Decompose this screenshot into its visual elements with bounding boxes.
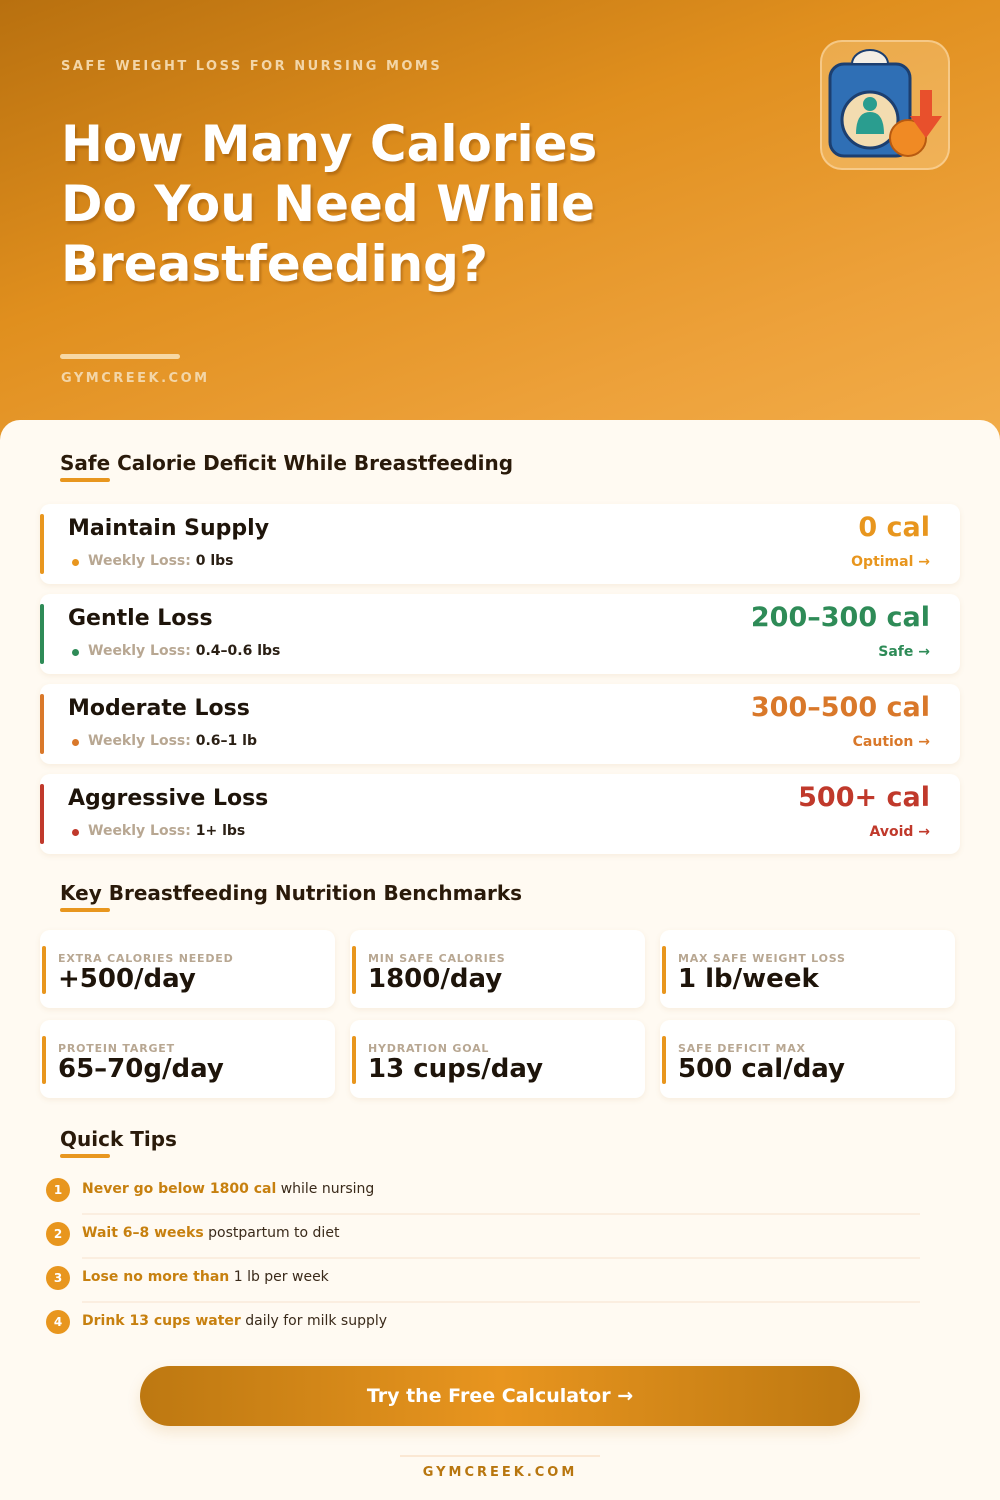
- site-name: GYMCREEK.COM: [61, 371, 210, 386]
- tip-item: 1 Never go below 1800 cal while nursing: [46, 1170, 920, 1215]
- accent-bar: [352, 1036, 356, 1084]
- benchmark-card: EXTRA CALORIES NEEDED +500/day: [40, 930, 335, 1008]
- accent-bar: [662, 946, 666, 994]
- hero-banner: SAFE WEIGHT LOSS FOR NURSING MOMS How Ma…: [0, 0, 1000, 450]
- deficit-row: Aggressive Loss Weekly Loss: 1+ lbs 500+…: [40, 774, 960, 854]
- bullet-icon: [72, 739, 79, 746]
- heading-underline: [60, 908, 110, 912]
- deficit-calories: 0 cal: [858, 512, 930, 543]
- accent-bar: [42, 946, 46, 994]
- bullet-icon: [72, 559, 79, 566]
- deficit-row: Maintain Supply Weekly Loss: 0 lbs 0 cal…: [40, 504, 960, 584]
- deficit-calories: 200–300 cal: [750, 602, 930, 633]
- tip-number-badge: 1: [46, 1178, 70, 1202]
- eyebrow: SAFE WEIGHT LOSS FOR NURSING MOMS: [61, 59, 443, 74]
- deficit-name: Aggressive Loss: [68, 786, 269, 811]
- tip-number-badge: 4: [46, 1310, 70, 1334]
- benchmark-card: HYDRATION GOAL 13 cups/day: [350, 1020, 645, 1098]
- divider: [60, 354, 180, 359]
- deficit-name: Moderate Loss: [68, 696, 250, 721]
- deficit-name: Maintain Supply: [68, 516, 270, 541]
- benchmark-value: 1800/day: [368, 964, 503, 994]
- tip-number-badge: 3: [46, 1266, 70, 1290]
- deficit-name: Gentle Loss: [68, 606, 213, 631]
- tip-text: Wait 6–8 weeks postpartum to diet: [82, 1225, 340, 1241]
- tip-divider: [82, 1213, 920, 1215]
- benchmark-value: +500/day: [58, 964, 196, 994]
- benchmark-value: 65–70g/day: [58, 1054, 224, 1084]
- benchmark-label: HYDRATION GOAL: [368, 1042, 490, 1055]
- section-heading-deficit: Safe Calorie Deficit While Breastfeeding: [60, 451, 514, 475]
- benchmark-card: MIN SAFE CALORIES 1800/day: [350, 930, 645, 1008]
- benchmark-label: MAX SAFE WEIGHT LOSS: [678, 952, 846, 965]
- scale-breastfeeding-weight-down-icon: [820, 40, 950, 170]
- weekly-loss: Weekly Loss: 0 lbs: [88, 553, 234, 569]
- deficit-status: Optimal →: [851, 554, 930, 570]
- benchmark-card: PROTEIN TARGET 65–70g/day: [40, 1020, 335, 1098]
- benchmark-card: MAX SAFE WEIGHT LOSS 1 lb/week: [660, 930, 955, 1008]
- tip-item: 4 Drink 13 cups water daily for milk sup…: [46, 1302, 920, 1346]
- tip-divider: [82, 1301, 920, 1303]
- weekly-loss: Weekly Loss: 1+ lbs: [88, 823, 246, 839]
- tip-text: Never go below 1800 cal while nursing: [82, 1181, 375, 1197]
- try-calculator-button[interactable]: Try the Free Calculator →: [140, 1366, 860, 1426]
- weekly-loss: Weekly Loss: 0.6–1 lb: [88, 733, 257, 749]
- footer-divider: [400, 1455, 600, 1457]
- weekly-loss: Weekly Loss: 0.4–0.6 lbs: [88, 643, 281, 659]
- page-title: How Many Calories Do You Need While Brea…: [61, 115, 598, 293]
- benchmark-label: SAFE DEFICIT MAX: [678, 1042, 806, 1055]
- benchmark-value: 1 lb/week: [678, 964, 819, 994]
- tip-item: 3 Lose no more than 1 lb per week: [46, 1258, 920, 1303]
- accent-bar: [40, 514, 44, 574]
- deficit-status: Avoid →: [869, 824, 930, 840]
- tip-number-badge: 2: [46, 1222, 70, 1246]
- deficit-row: Gentle Loss Weekly Loss: 0.4–0.6 lbs 200…: [40, 594, 960, 674]
- deficit-calories: 500+ cal: [798, 782, 930, 813]
- section-heading-tips: Quick Tips: [60, 1127, 177, 1151]
- section-heading-benchmarks: Key Breastfeeding Nutrition Benchmarks: [60, 881, 523, 905]
- accent-bar: [352, 946, 356, 994]
- tip-item: 2 Wait 6–8 weeks postpartum to diet: [46, 1214, 920, 1259]
- bullet-icon: [72, 829, 79, 836]
- accent-bar: [662, 1036, 666, 1084]
- benchmark-label: MIN SAFE CALORIES: [368, 952, 506, 965]
- footer-site: GYMCREEK.COM: [422, 1465, 578, 1480]
- accent-bar: [40, 604, 44, 664]
- tip-divider: [82, 1257, 920, 1259]
- heading-underline: [60, 478, 110, 482]
- accent-bar: [40, 784, 44, 844]
- deficit-status: Safe →: [878, 644, 930, 660]
- heading-underline: [60, 1154, 110, 1158]
- benchmark-value: 500 cal/day: [678, 1054, 845, 1084]
- accent-bar: [42, 1036, 46, 1084]
- deficit-status: Caution →: [852, 734, 930, 750]
- accent-bar: [40, 694, 44, 754]
- benchmark-label: PROTEIN TARGET: [58, 1042, 175, 1055]
- benchmark-card: SAFE DEFICIT MAX 500 cal/day: [660, 1020, 955, 1098]
- benchmark-label: EXTRA CALORIES NEEDED: [58, 952, 234, 965]
- benchmark-value: 13 cups/day: [368, 1054, 544, 1084]
- deficit-row: Moderate Loss Weekly Loss: 0.6–1 lb 300–…: [40, 684, 960, 764]
- bullet-icon: [72, 649, 79, 656]
- tip-text: Drink 13 cups water daily for milk suppl…: [82, 1313, 388, 1329]
- tip-text: Lose no more than 1 lb per week: [82, 1269, 329, 1285]
- deficit-calories: 300–500 cal: [750, 692, 930, 723]
